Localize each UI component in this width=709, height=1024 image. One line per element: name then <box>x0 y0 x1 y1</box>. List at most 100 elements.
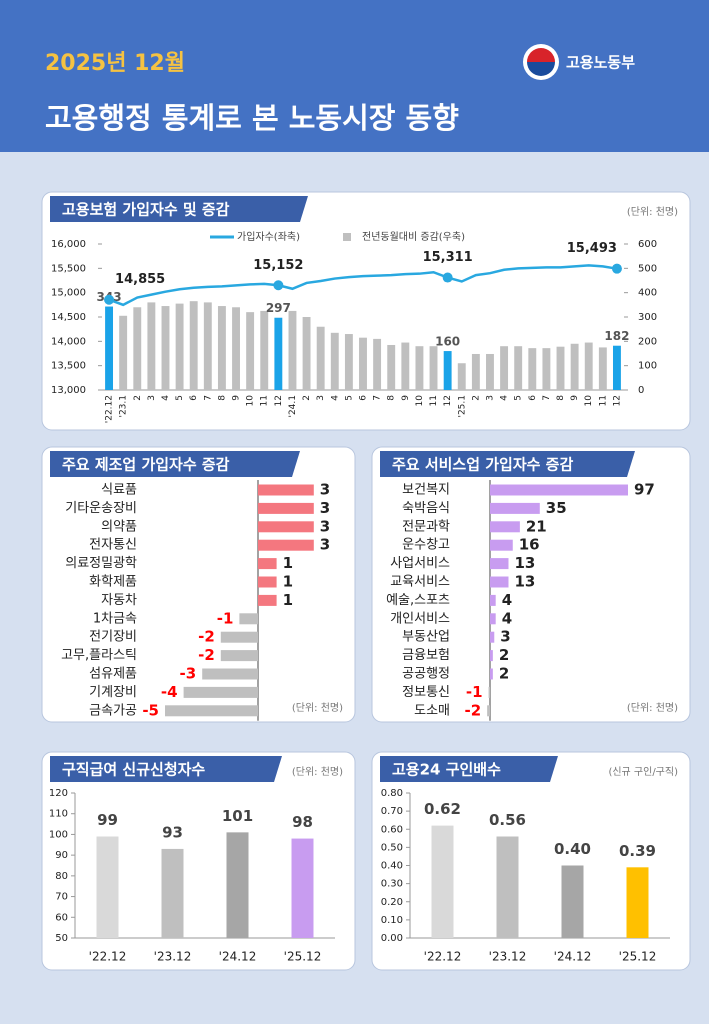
bar <box>203 302 212 390</box>
x-tick-label: 2 <box>471 395 481 401</box>
y-tick-label: 100 <box>49 829 68 840</box>
category-label: 공공행정 <box>402 666 450 682</box>
x-tick-label: 12 <box>443 395 453 406</box>
panel-tab <box>50 196 308 222</box>
y-tick-label: 16,000 <box>51 239 86 250</box>
x-tick-label: 9 <box>570 395 580 401</box>
y-tick-label: 70 <box>55 892 68 903</box>
bar-value-label: 16 <box>519 536 540 554</box>
bar <box>514 346 523 390</box>
bar-value-label: 1 <box>283 573 293 591</box>
y-tick-label: 15,500 <box>51 263 86 274</box>
unit-label: (단위: 천명) <box>292 701 343 714</box>
bar <box>486 353 494 390</box>
bar-value-label: -4 <box>161 683 178 701</box>
bar <box>496 836 519 938</box>
y-tick-label: 0.30 <box>381 879 403 890</box>
category-label: 보건복지 <box>402 483 450 498</box>
x-tick-label: '24.12 <box>219 950 257 964</box>
bar <box>119 315 128 390</box>
x-tick-label: 7 <box>542 395 552 401</box>
y-tick-label: 0.60 <box>381 824 403 835</box>
x-tick-label: 9 <box>232 395 242 401</box>
panel-tab <box>50 756 282 782</box>
bar <box>258 502 314 514</box>
bar <box>443 351 452 390</box>
y2-tick-label: 100 <box>638 361 657 372</box>
bar <box>161 306 170 390</box>
y2-tick-label: 0 <box>638 385 644 396</box>
bar <box>488 686 490 698</box>
line <box>108 264 618 307</box>
bar-value-label: 21 <box>526 517 547 535</box>
x-tick-label: 3 <box>485 395 495 401</box>
bar-value-label: 98 <box>292 813 313 831</box>
x-tick-label: '23.1 <box>119 395 129 418</box>
bar-value-label: 1 <box>283 554 293 572</box>
bar <box>258 594 277 606</box>
x-tick-label: '23.12 <box>154 950 192 964</box>
bar <box>183 686 258 698</box>
y-tick-label: 60 <box>55 912 68 923</box>
bar <box>598 347 607 390</box>
bar-value-label: 2 <box>499 665 509 683</box>
y-tick-label: 0.50 <box>381 842 403 853</box>
x-tick-label: 2 <box>133 395 143 401</box>
y-tick-label: 90 <box>55 850 68 861</box>
unit-label: (단위: 천명) <box>627 205 678 218</box>
bar <box>239 613 258 625</box>
y2-tick-label: 600 <box>638 239 657 250</box>
x-tick-label: '23.12 <box>489 950 527 964</box>
y-tick-label: 0.20 <box>381 897 403 908</box>
x-tick-label: 5 <box>514 395 524 401</box>
x-tick-label: 6 <box>359 395 369 401</box>
bar <box>542 348 551 390</box>
y2-tick-label: 400 <box>638 288 657 299</box>
bar <box>359 337 367 390</box>
bar <box>490 594 496 606</box>
bar <box>291 838 314 938</box>
x-tick-label: '25.1 <box>457 395 467 418</box>
bar <box>220 650 258 662</box>
bar <box>232 307 240 390</box>
bar <box>570 343 579 390</box>
bar <box>528 348 537 390</box>
category-label: 기계장비 <box>89 685 137 700</box>
category-label: 의약품 <box>101 519 137 534</box>
category-label: 운수창고 <box>402 538 450 553</box>
x-tick-label: 10 <box>584 395 594 407</box>
x-tick-label: '24.12 <box>554 950 592 964</box>
category-label: 섬유제품 <box>89 667 137 682</box>
bar <box>175 303 184 390</box>
bar <box>217 306 226 390</box>
bar <box>260 310 269 390</box>
bar <box>612 345 621 390</box>
category-label: 전자통신 <box>89 538 137 553</box>
panel-title: 주요 서비스업 가입자수 증감 <box>392 456 573 474</box>
line-value-label: 14,855 <box>115 272 165 287</box>
panel-title: 구직급여 신규신청자수 <box>62 761 205 779</box>
bar <box>457 363 466 390</box>
panel-title: 고용24 구인배수 <box>392 761 501 779</box>
bar-value-label: 0.56 <box>489 811 526 829</box>
x-tick-label: 3 <box>147 395 157 401</box>
bar <box>133 307 142 390</box>
x-tick-label: 11 <box>260 395 270 406</box>
line-point <box>273 280 284 291</box>
bar <box>490 558 509 570</box>
bar-value-label: 3 <box>320 481 330 499</box>
bar <box>626 867 649 938</box>
bar-value-label: 35 <box>546 499 567 517</box>
header-title: 고용행정 통계로 본 노동시장 동향 <box>45 101 459 135</box>
y-tick-label: 0.80 <box>381 788 403 799</box>
bar-value-label: 1 <box>283 591 293 609</box>
x-tick-label: 6 <box>528 395 538 401</box>
line-value-label: 15,311 <box>423 250 473 265</box>
category-label: 도소매 <box>414 703 450 718</box>
bar-value-label: -1 <box>217 609 234 627</box>
x-tick-label: 3 <box>316 395 326 401</box>
bar-value-label: -3 <box>180 665 197 683</box>
bar <box>344 334 353 390</box>
category-label: 식료품 <box>101 483 137 498</box>
category-label: 금융보험 <box>402 648 450 663</box>
